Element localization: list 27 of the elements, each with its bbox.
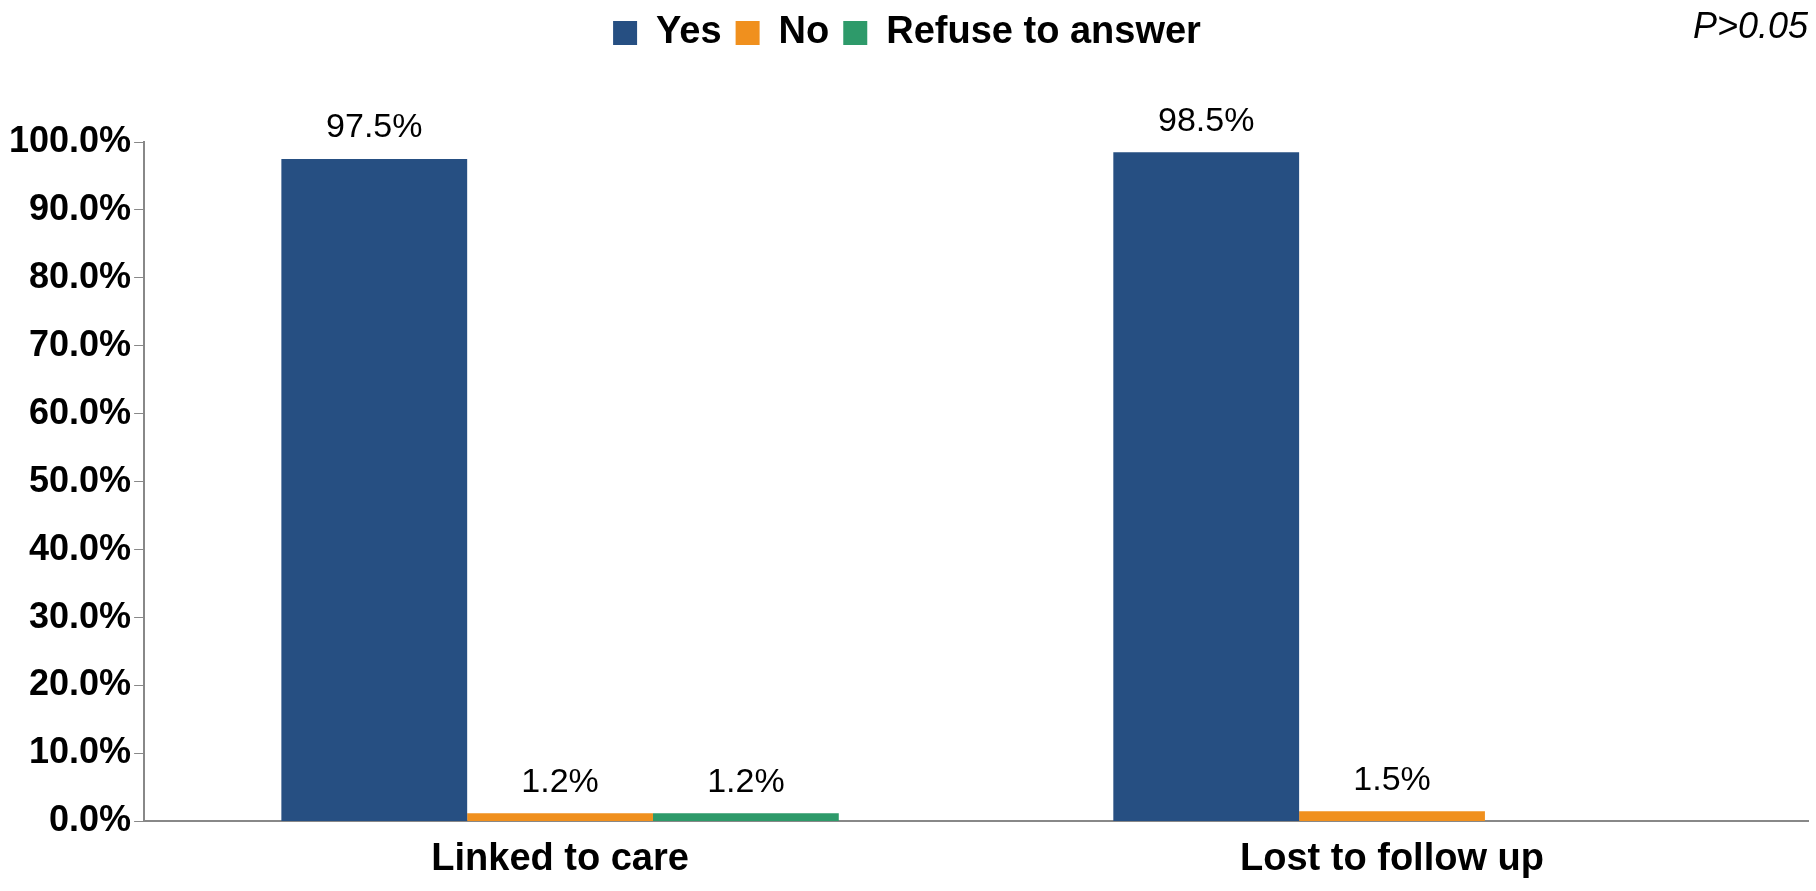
y-tick-label: 10.0% xyxy=(29,730,132,772)
y-tick-label: 30.0% xyxy=(29,594,132,636)
bar xyxy=(1299,811,1485,821)
y-tick-label: 0.0% xyxy=(49,798,132,840)
y-tick-label: 60.0% xyxy=(29,390,132,432)
y-tick-label: 90.0% xyxy=(29,186,132,228)
y-tick-label: 50.0% xyxy=(29,458,132,500)
legend-label: Refuse to answer xyxy=(886,9,1202,52)
y-tick-label: 40.0% xyxy=(29,526,132,568)
data-label: 98.5% xyxy=(1158,99,1255,138)
legend-label: Yes xyxy=(656,9,722,52)
bar xyxy=(281,158,468,821)
text: P>0.05 xyxy=(1692,5,1809,47)
bar xyxy=(1113,152,1300,821)
x-tick-label: Linked to care xyxy=(431,835,689,878)
bar xyxy=(467,813,653,821)
bar xyxy=(652,813,839,821)
data-label: 1.2% xyxy=(521,760,599,799)
x-tick-label: Lost to follow up xyxy=(1240,835,1544,878)
y-tick-label: 100.0% xyxy=(8,118,132,160)
legend-label: No xyxy=(778,9,830,52)
y-tick-label: 80.0% xyxy=(29,254,132,296)
data-label: 1.2% xyxy=(707,760,785,799)
y-tick-label: 20.0% xyxy=(29,662,132,704)
y-tick-label: 70.0% xyxy=(29,322,132,364)
data-label: 97.5% xyxy=(326,106,423,145)
data-label: 1.5% xyxy=(1353,758,1431,797)
